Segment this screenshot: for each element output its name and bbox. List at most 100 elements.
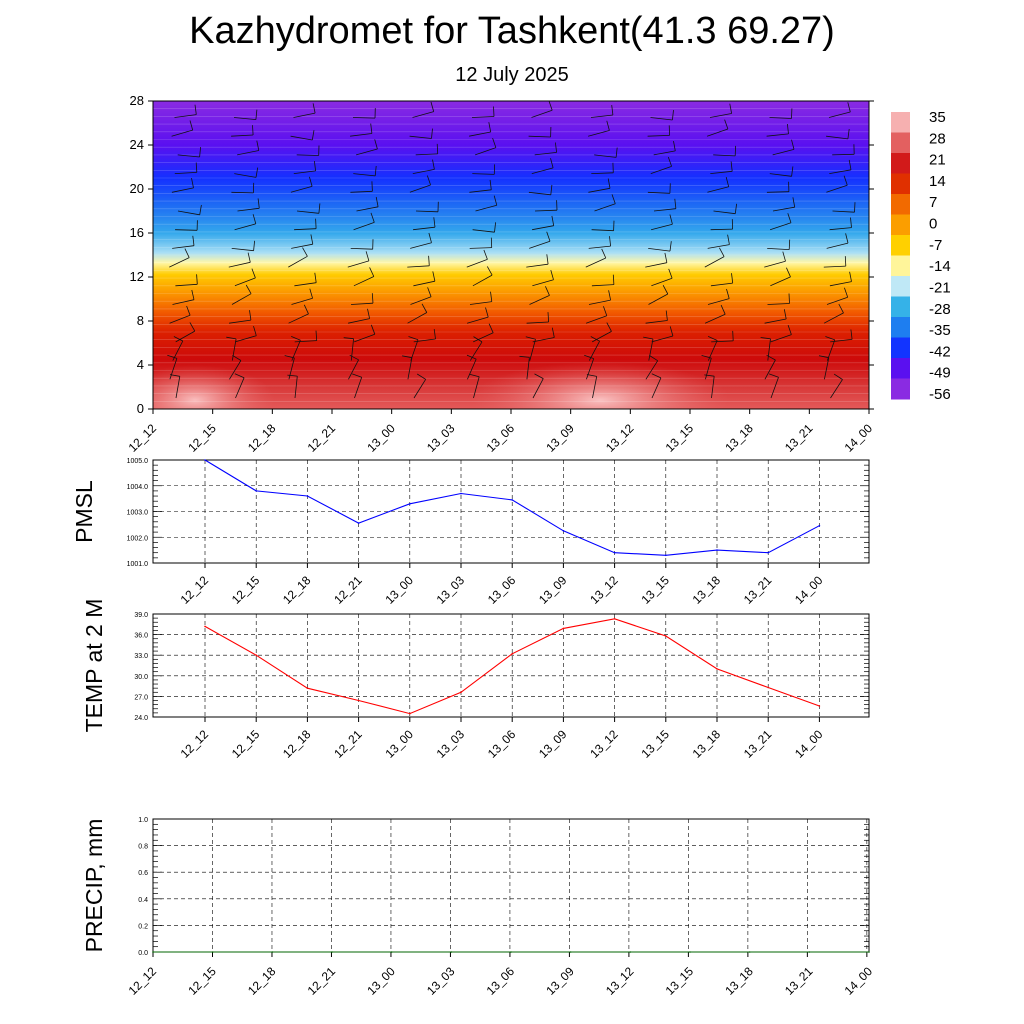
wind-barb-shaft [228,261,251,268]
wind-barb [413,217,436,231]
colorbar-swatch [891,276,910,297]
wind-barb [412,101,435,118]
x-tick-label: 13_00 [382,573,416,607]
wind-barb-flag [787,123,789,134]
wind-barb [591,162,614,174]
wind-barb [710,273,734,287]
wind-barb [472,222,496,233]
wind-barb [229,310,252,324]
temp-panel: 24.0 27.0 30.0 33.0 36.0 39.0 12_12 12_15 12_18 1… [81,599,870,761]
wind-barb-shaft [591,284,614,287]
wind-barb [588,336,600,361]
wind-barb [350,123,373,137]
wind-barb [234,373,245,399]
wind-barb-shaft [591,229,614,232]
wind-barb-flag [603,306,608,316]
x-tick-label: 13_06 [484,421,518,455]
wind-barb-shaft [473,332,494,343]
y-tick-label: 24 [130,137,144,152]
y-tick-label: 0.4 [138,897,148,904]
wind-barb-shaft [826,184,848,193]
data-point [767,551,769,554]
wind-barb [233,109,258,120]
wind-barb-shaft [229,360,242,380]
wind-barb-flag [850,217,852,228]
wind-barb-flag [608,290,611,301]
wind-barb [472,164,495,175]
plot-frame [152,613,870,718]
wind-barb-flag [310,234,314,245]
wind-barb-flag [199,204,202,215]
wind-barb [830,373,843,399]
wind-barb-shaft [294,340,317,343]
wind-barb [770,324,792,343]
wind-barb-flag [428,255,430,266]
wind-barb-flag [725,177,730,187]
data-point [204,459,206,461]
wind-barb-shaft [231,134,254,137]
x-tick-label: 12_18 [280,573,314,607]
wind-barb-flag [173,336,183,342]
wind-barb [591,220,615,232]
wind-barb [706,119,729,137]
wind-barb [772,139,795,156]
wind-barb [707,234,730,249]
y-tick-label: 0.0 [138,950,148,957]
wind-barb [829,217,852,231]
colorbar-label: -21 [929,280,951,297]
wind-barb-shaft [409,184,431,193]
wind-barb-flag [787,213,792,223]
data-point [511,499,513,501]
wind-barb [352,108,376,119]
wind-barb-shaft [591,172,614,174]
wind-barb [650,156,672,174]
wind-barb-flag [426,175,431,186]
wind-barb-shaft [532,337,555,343]
wind-barb [291,336,301,361]
wind-barb-flag [257,198,260,209]
heatmap-warm-spot [153,365,275,409]
wind-barb-shaft [826,242,849,249]
wind-barb [532,327,555,343]
wind-barb-shaft [356,206,379,212]
wind-barb-shaft [410,242,432,249]
wind-barb [174,104,197,118]
wind-barb-flag [375,196,379,207]
wind-barb-flag [665,310,668,321]
wind-barb-flag [546,231,551,242]
wind-barb-flag [611,105,614,116]
wind-barb-shaft [172,299,195,305]
wind-barb-shaft [770,276,791,287]
wind-barb-flag [760,337,771,340]
x-tick-label: 13_03 [434,727,468,761]
wind-barb-flag [791,139,795,150]
wind-barb-flag [606,322,612,332]
wind-barb [519,355,530,380]
data-point [613,618,616,620]
wind-barb-flag [343,337,354,340]
wind-barb [234,268,256,287]
y-axis-title: PMSL [71,480,97,543]
wind-barb [174,162,198,174]
wind-barb [528,126,552,138]
wind-barb-shaft [412,169,435,174]
wind-barb-shaft [767,338,771,361]
x-tick-label: 12_21 [305,421,339,455]
colorbar-swatch [891,153,910,174]
wind-barb-shaft [648,293,668,305]
wind-barb [534,200,558,212]
wind-barb [354,324,376,343]
colorbar-swatch [891,194,910,215]
x-tick-label: 13_18 [722,964,756,998]
wind-barb-flag [196,274,198,285]
wind-barb-shaft [830,339,853,343]
wind-barb-flag [844,256,847,267]
wind-barb-flag [432,271,436,282]
wind-barb-shaft [707,340,718,361]
wind-barb-flag [551,215,555,226]
wind-barb-flag [485,307,489,318]
wind-barb-shaft [354,333,375,343]
wind-barb-flag [402,355,412,359]
wind-barb-shaft [711,376,715,399]
wind-barb-flag [788,239,791,250]
